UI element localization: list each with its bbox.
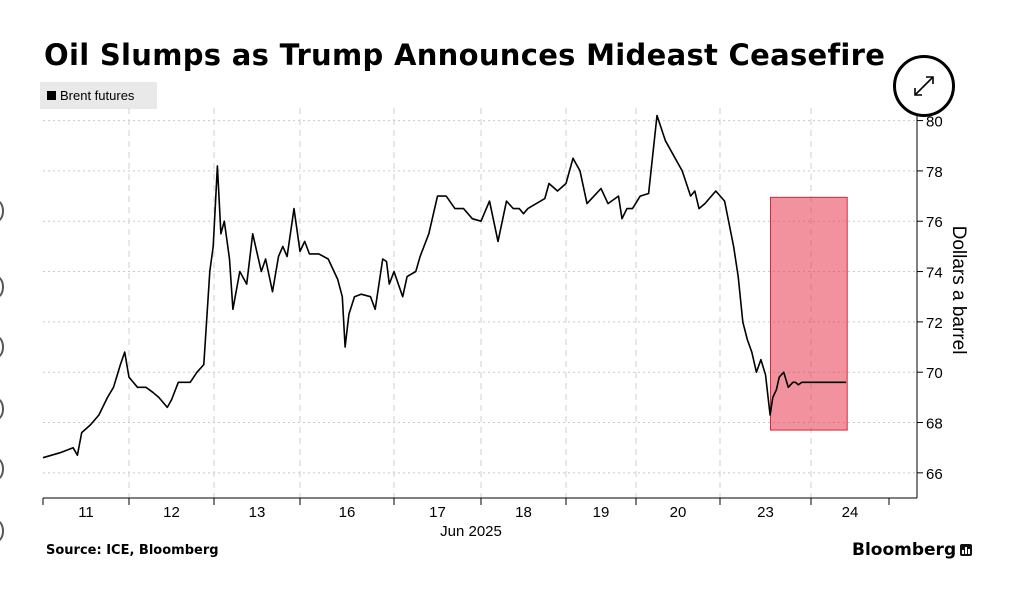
y-tick-label: 78	[926, 164, 943, 181]
y-tick-label: 66	[926, 466, 943, 483]
series-line-brent	[42, 114, 847, 459]
brand-text: Bloomberg	[852, 540, 957, 560]
legend-swatch	[47, 91, 56, 100]
y-tick-label: 70	[926, 365, 943, 382]
x-tick-label: 17	[429, 504, 446, 521]
y-tick-label: 74	[926, 265, 943, 282]
x-axis-label: Jun 2025	[440, 523, 502, 540]
x-tick-label: 16	[339, 504, 356, 521]
y-tick-label: 76	[926, 214, 943, 231]
legend: Brent futures	[40, 82, 157, 109]
highlight-region	[770, 196, 848, 431]
x-tick-label: 20	[670, 504, 687, 521]
chart-title: Oil Slumps as Trump Announces Mideast Ce…	[44, 38, 886, 72]
y-tick-label: 68	[926, 416, 943, 433]
expand-icon	[914, 76, 934, 96]
y-tick-label: 80	[926, 114, 943, 131]
y-tick-label: 72	[926, 315, 943, 332]
expand-button[interactable]	[893, 55, 955, 117]
x-tick-label: 19	[593, 504, 610, 521]
x-tick-label: 24	[842, 504, 859, 521]
x-tick-label: 18	[515, 504, 532, 521]
bars-icon	[960, 544, 973, 556]
x-tick-label: 23	[757, 504, 774, 521]
source-note: Source: ICE, Bloomberg	[46, 543, 219, 558]
y-axis-label: Dollars a barrel	[948, 226, 969, 355]
x-tick-label: 12	[163, 504, 180, 521]
x-tick-label: 11	[78, 504, 94, 521]
bloomberg-logo: Bloomberg	[852, 540, 973, 560]
legend-label: Brent futures	[60, 88, 135, 103]
x-tick-label: 13	[249, 504, 266, 521]
